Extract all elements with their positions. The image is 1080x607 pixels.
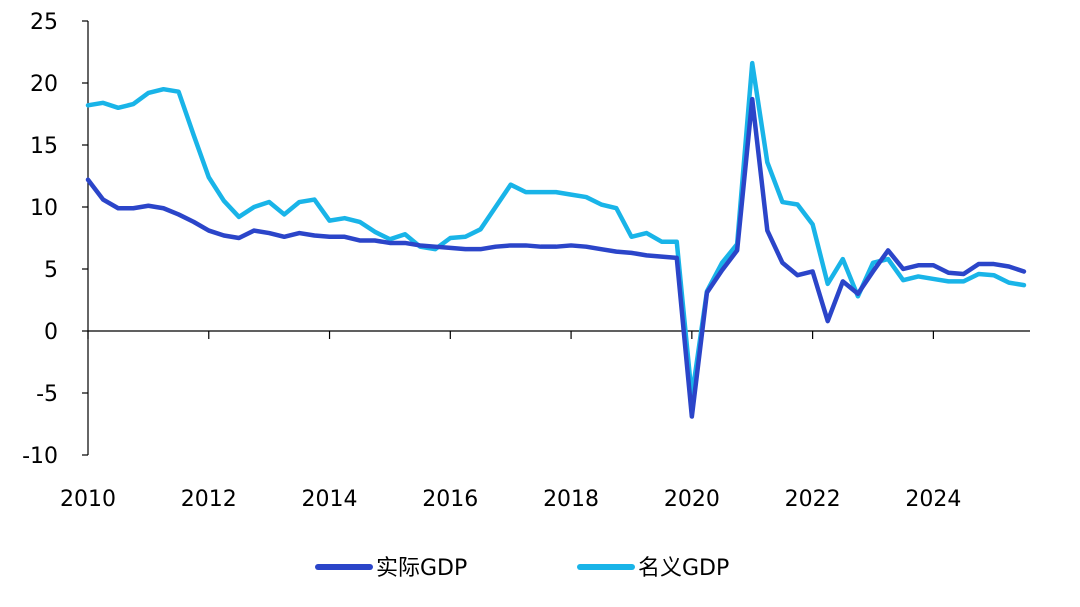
y-tick-label: 25 [30, 10, 58, 35]
y-tick-label: 20 [30, 72, 58, 97]
x-axis-ticks: 2010 2012 2014 2016 2018 2020 2022 2024 [60, 331, 961, 512]
y-tick-label: 0 [44, 320, 58, 345]
y-tick-label: -10 [22, 444, 58, 469]
x-tick-label: 2022 [785, 487, 841, 512]
legend-label: 名义GDP [638, 556, 729, 581]
x-tick-label: 2018 [543, 487, 599, 512]
x-tick-label: 2010 [60, 487, 116, 512]
y-tick-label: 5 [44, 258, 58, 283]
x-tick-label: 2020 [664, 487, 720, 512]
x-tick-label: 2012 [181, 487, 237, 512]
series-lines [85, 60, 1027, 419]
series-line-1 [85, 60, 1027, 399]
legend-item-0: 实际GDP [315, 556, 467, 581]
y-axis-ticks: 25 20 15 10 5 0 -5 -10 [22, 10, 88, 469]
x-tick-label: 2016 [422, 487, 478, 512]
y-tick-label: 10 [30, 196, 58, 221]
x-tick-label: 2024 [905, 487, 961, 512]
legend-item-1: 名义GDP [577, 556, 729, 581]
axes: 25 20 15 10 5 0 -5 -10 2010 2012 2014 2016 2018 2020… [22, 10, 1030, 512]
legend-label: 实际GDP [376, 556, 467, 581]
y-tick-label: 15 [30, 134, 58, 159]
y-tick-label: -5 [36, 382, 58, 407]
x-tick-label: 2014 [302, 487, 358, 512]
legend: 实际GDP 名义GDP [315, 556, 729, 581]
series-line-0 [85, 96, 1027, 419]
